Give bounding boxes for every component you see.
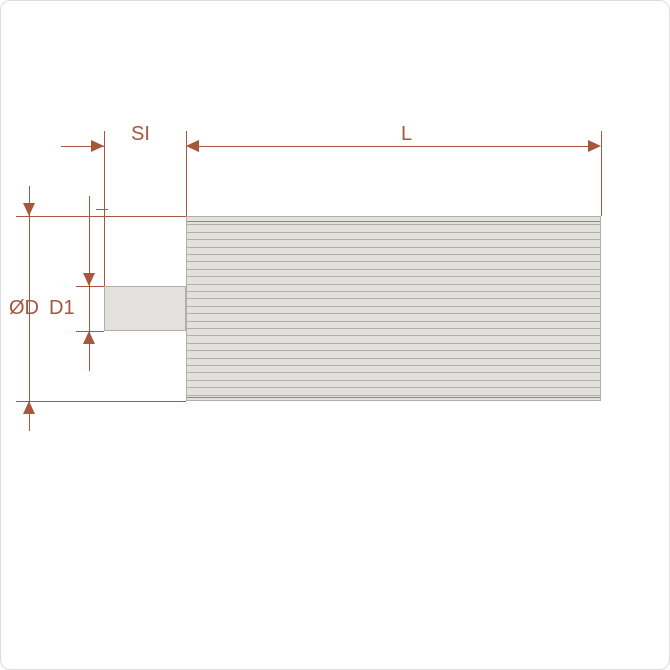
dim-line-L bbox=[199, 146, 589, 147]
pulley-groove bbox=[187, 358, 600, 359]
pulley-groove bbox=[187, 395, 600, 396]
label-SI: SI bbox=[131, 123, 150, 146]
pulley-groove bbox=[187, 239, 600, 240]
arrowhead-down bbox=[23, 203, 35, 216]
label-D1: D1 bbox=[49, 297, 75, 320]
arrowhead-left bbox=[186, 140, 199, 152]
pulley-groove bbox=[187, 254, 600, 255]
pulley-groove bbox=[187, 372, 600, 373]
label-diameter-D: ØD bbox=[9, 297, 39, 320]
pulley-groove bbox=[187, 321, 600, 322]
pulley-groove bbox=[187, 269, 600, 270]
ext-line bbox=[76, 286, 104, 287]
arrowhead-down bbox=[83, 273, 95, 286]
pulley-groove bbox=[187, 335, 600, 336]
pulley-groove bbox=[187, 232, 600, 233]
pulley-groove bbox=[187, 247, 600, 248]
pulley-groove bbox=[187, 350, 600, 351]
ext-line bbox=[16, 401, 186, 402]
shaft-stub bbox=[104, 286, 186, 331]
pulley-groove bbox=[187, 397, 600, 398]
pulley-groove bbox=[187, 387, 600, 388]
ext-line bbox=[601, 131, 602, 216]
ext-line bbox=[16, 216, 186, 217]
pulley-groove bbox=[187, 298, 600, 299]
pulley-groove bbox=[187, 306, 600, 307]
pulley-groove bbox=[187, 276, 600, 277]
pulley-groove bbox=[187, 365, 600, 366]
pulley-groove bbox=[187, 343, 600, 344]
pulley-groove bbox=[187, 313, 600, 314]
arrowhead-right bbox=[91, 140, 104, 152]
pulley-groove bbox=[187, 328, 600, 329]
pulley-groove bbox=[187, 284, 600, 285]
arrowhead-right bbox=[588, 140, 601, 152]
arrowhead-up bbox=[23, 401, 35, 414]
pulley-groove bbox=[187, 291, 600, 292]
diagram-canvas: SI L ØD D1 bbox=[0, 0, 670, 670]
pulley-body bbox=[186, 216, 601, 401]
pulley-groove bbox=[187, 261, 600, 262]
arrowhead-up bbox=[83, 331, 95, 344]
pulley-groove bbox=[187, 221, 600, 222]
pulley-groove bbox=[187, 380, 600, 381]
label-L: L bbox=[401, 123, 412, 146]
tick bbox=[96, 209, 108, 210]
pulley-groove bbox=[187, 224, 600, 225]
